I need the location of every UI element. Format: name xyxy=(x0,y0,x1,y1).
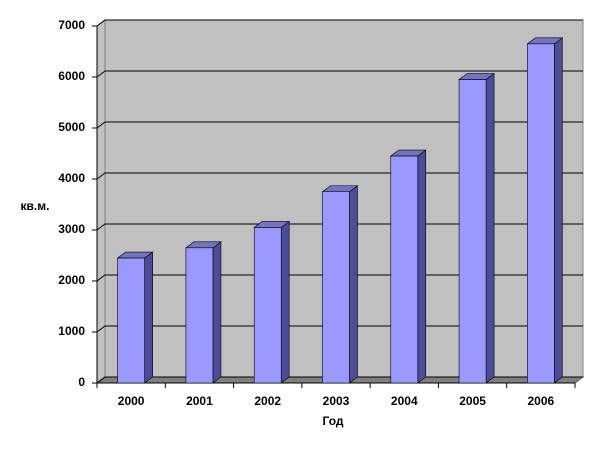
y-tick-label: 6000 xyxy=(58,69,85,83)
x-tick-label: 2000 xyxy=(118,394,145,408)
bar-face xyxy=(349,185,358,384)
bar-face xyxy=(144,251,153,384)
bar-face xyxy=(253,227,282,384)
grid-line xyxy=(96,19,583,27)
y-tick-label: 2000 xyxy=(58,273,85,287)
grid-line xyxy=(96,121,583,129)
bar-face xyxy=(212,241,222,384)
y-tick-label: 5000 xyxy=(58,120,85,134)
bar-face xyxy=(527,43,555,384)
x-tick-label: 2005 xyxy=(459,394,486,408)
bar xyxy=(253,220,291,384)
x-tick-label: 2002 xyxy=(254,394,281,408)
bar-face xyxy=(458,79,487,384)
bar-face xyxy=(117,257,145,384)
bar-face xyxy=(485,72,495,384)
x-tick-label: 2001 xyxy=(186,394,213,408)
bar-face xyxy=(390,155,419,384)
bar-face xyxy=(554,37,563,384)
bar-face xyxy=(280,220,290,384)
bar xyxy=(389,149,427,384)
y-tick-label: 0 xyxy=(78,375,85,389)
x-tick-label: 2003 xyxy=(323,394,350,408)
y-axis-title: кв.м. xyxy=(21,199,50,213)
bar xyxy=(321,185,359,384)
y-tick-label: 7000 xyxy=(58,18,85,32)
bar xyxy=(458,72,495,384)
y-tick-label: 4000 xyxy=(58,171,85,185)
y-tick-label: 1000 xyxy=(58,324,85,338)
bar xyxy=(185,241,222,384)
bar-face xyxy=(417,149,427,384)
bar xyxy=(526,37,564,384)
x-tick-label: 2004 xyxy=(391,394,418,408)
bar xyxy=(116,251,154,384)
x-axis-title: Год xyxy=(323,414,344,428)
bar-face xyxy=(322,191,350,384)
x-tick-label: 2006 xyxy=(528,394,555,408)
grid-line xyxy=(96,70,583,78)
y-tick-label: 3000 xyxy=(58,222,85,236)
bar-face xyxy=(185,247,214,384)
